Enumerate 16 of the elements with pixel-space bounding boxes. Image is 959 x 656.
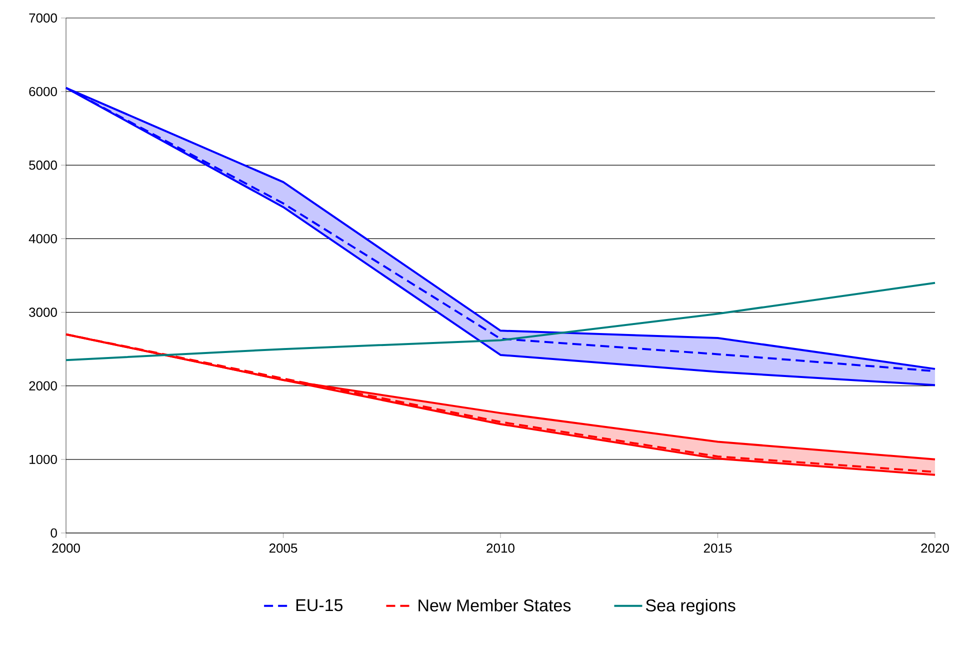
x-tick-label: 2020 (921, 544, 949, 553)
y-tick-label: 6000 (29, 86, 57, 96)
y-tick-label: 7000 (29, 13, 57, 23)
y-tick-label: 1000 (30, 454, 57, 464)
x-tick-label: 2010 (486, 544, 514, 553)
y-tick-label: 3000 (29, 308, 57, 317)
legend-label: EU-15 (296, 599, 343, 612)
x-tick-label: 2000 (52, 544, 80, 553)
y-tick-label: 4000 (28, 234, 57, 244)
legend-label: Sea regions (646, 598, 736, 615)
y-tick-label: 5000 (29, 160, 57, 170)
y-tick-label: 2000 (29, 381, 57, 390)
x-tick-label: 2005 (269, 544, 298, 553)
x-tick-label: 2015 (704, 544, 732, 553)
legend-label: New Member States (418, 598, 571, 612)
y-tick-label: 0 (50, 528, 57, 538)
